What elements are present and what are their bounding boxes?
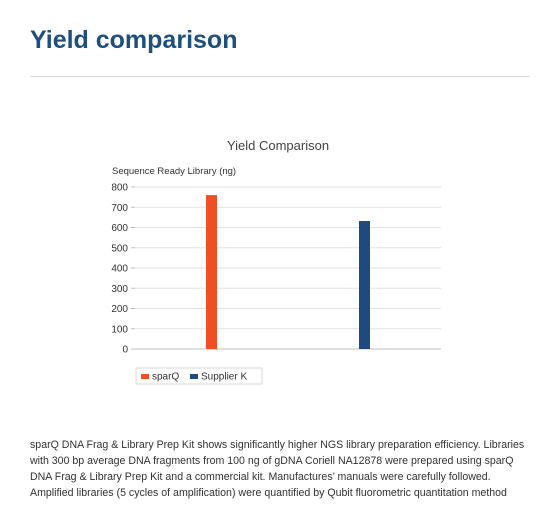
legend-box — [135, 367, 263, 385]
y-tick-label: 800 — [111, 183, 128, 194]
bar-sparq — [206, 195, 217, 349]
page-title: Yield comparison — [30, 26, 238, 54]
yield-comparison-chart: Yield Comparison Sequence Ready Library … — [111, 138, 441, 385]
bar-supplier-k — [359, 221, 370, 349]
legend-label-supplier-k: Supplier K — [201, 372, 247, 383]
chart-title: Yield Comparison — [227, 138, 329, 153]
y-tick-label: 700 — [111, 203, 128, 214]
chart-description: sparQ DNA Frag & Library Prep Kit shows … — [30, 439, 525, 499]
legend-swatch-sparq — [141, 374, 149, 379]
legend-label-sparq: sparQ — [152, 372, 179, 383]
y-tick-label: 600 — [111, 223, 128, 234]
y-tick-label: 200 — [111, 304, 128, 315]
y-tick-label: 500 — [111, 243, 128, 254]
y-axis-label: Sequence Ready Library (ng) — [112, 166, 236, 177]
y-tick-label: 0 — [122, 345, 128, 356]
y-tick-label: 100 — [111, 324, 128, 335]
y-tick-label: 400 — [111, 264, 128, 275]
legend-swatch-supplier-k — [190, 374, 198, 379]
y-tick-label: 300 — [111, 284, 128, 295]
title-divider — [30, 76, 530, 77]
